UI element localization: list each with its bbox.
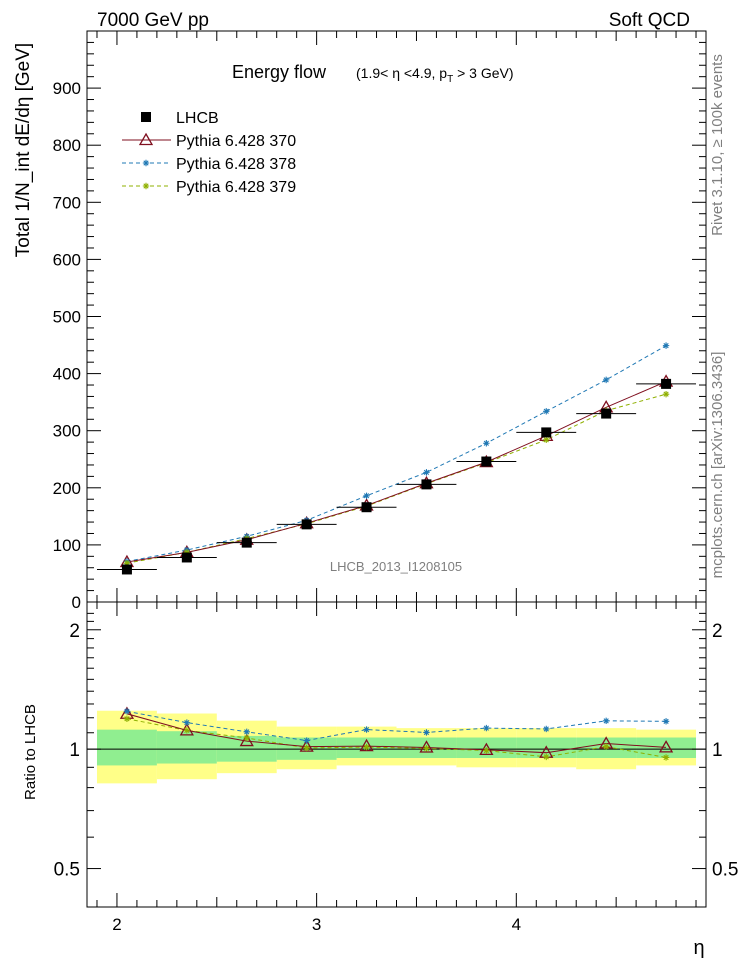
series-point [483,440,490,447]
series-point [543,436,550,444]
series-point [662,342,670,349]
header-left: 7000 GeV pp [97,10,209,31]
ratio-series-point [483,724,490,732]
x-tick-label: 2 [112,915,121,934]
legend-label: Pythia 6.428 379 [176,179,296,196]
main-y-tick-label: 700 [53,193,81,212]
ratio-series-point [123,715,131,722]
main-y-tick-label: 200 [53,479,81,498]
inner-band-bin [96,729,157,766]
series-line [126,345,667,562]
main-y-tick-label: 900 [53,79,81,98]
main-y-tick-label: 800 [53,136,81,155]
ratio-series-point [423,745,430,752]
ratio-series-point [662,718,670,725]
y-axis-label-ratio: Ratio to LHCB [22,704,39,800]
rivet-label: Rivet 3.1.10, ≥ 100k events [709,54,726,236]
ratio-series-point [423,729,430,736]
legend-marker [138,132,154,146]
series-point [543,408,550,415]
inner-band-bin [636,737,697,759]
ratio-series-point [658,740,674,753]
main-y-tick-label: 500 [53,308,81,327]
ratio-y-tick-label-right: 1 [712,740,723,761]
main-y-tick-label: 100 [53,536,81,555]
legend-label: LHCB [176,110,219,127]
ratio-y-tick-label: 2 [69,621,80,642]
y-axis-label-main: Total 1/N_int dE/dη [GeV] [13,43,34,257]
ratio-series-line [126,718,667,758]
ratio-panel: 2 3 4 0.5 0.5 1 1 2 2 [54,601,738,934]
mcplots-label: mcplots.cern.ch [arXiv:1306.3436] [709,352,726,579]
chart-title: Energy flow [232,62,327,82]
main-y-tick-label: 300 [53,422,81,441]
ratio-series-point [123,708,131,715]
ratio-series-line [126,710,667,742]
ratio-series-point [183,727,191,734]
ratio-series-point [479,742,494,756]
series-point [423,469,430,476]
main-y-tick-label: 600 [53,250,81,269]
ratio-y-tick-label: 0.5 [54,860,80,881]
ratio-series-point [662,754,670,761]
ratio-series-point [419,740,434,753]
ratio-series-point [303,744,310,752]
legend-marker [142,159,150,167]
ratio-series-point [543,725,550,733]
series-point [183,549,191,556]
ratio-series-point [363,743,370,751]
ratio-series-point [299,739,314,752]
legend-label: Pythia 6.428 378 [176,156,296,173]
ratio-series-point [602,743,610,750]
series-point [363,492,370,499]
x-tick-label: 3 [312,915,321,934]
ratio-series-point [359,738,374,752]
header-right: Soft QCD [609,10,690,31]
analysis-watermark: LHCB_2013_I1208105 [330,559,462,574]
main-y-tick-label: 400 [53,365,81,384]
ratio-series-point [303,737,310,744]
ratio-y-tick-label-right: 2 [712,621,723,642]
legend-marker [141,112,151,122]
ratio-y-tick-label: 1 [69,740,80,761]
legend-label: Pythia 6.428 370 [176,133,296,150]
series-line [126,381,667,563]
legend-marker [142,182,150,190]
series-point [123,559,131,567]
ratio-series-point [543,753,550,761]
ratio-series-point [243,734,250,742]
ratio-series-point [483,747,490,754]
ratio-series-point [602,717,610,725]
ratio-series-point [239,733,254,747]
series-line [126,393,667,564]
ratio-series-point [183,719,191,726]
series-point [602,376,610,384]
x-tick-label: 4 [512,915,521,934]
x-axis-label: η [693,937,704,959]
chart-title-detail: (1.9< η <4.9, pT > 3 GeV) [356,65,514,85]
ratio-series-point [243,728,250,736]
inner-band-bin [156,731,217,764]
main-y-tick-label: 0 [72,593,81,612]
ratio-series-point [179,723,194,736]
series-point [662,390,670,398]
ratio-series-line [126,713,667,754]
main-panel: 0 100 200 300 400 500 600 700 800 900 [53,30,707,612]
ratio-series-point [363,726,370,733]
ratio-y-tick-label-right: 0.5 [712,860,738,881]
legend: LHCB Pythia 6.428 370 Pythia 6.428 378 Pyth… [122,110,296,196]
